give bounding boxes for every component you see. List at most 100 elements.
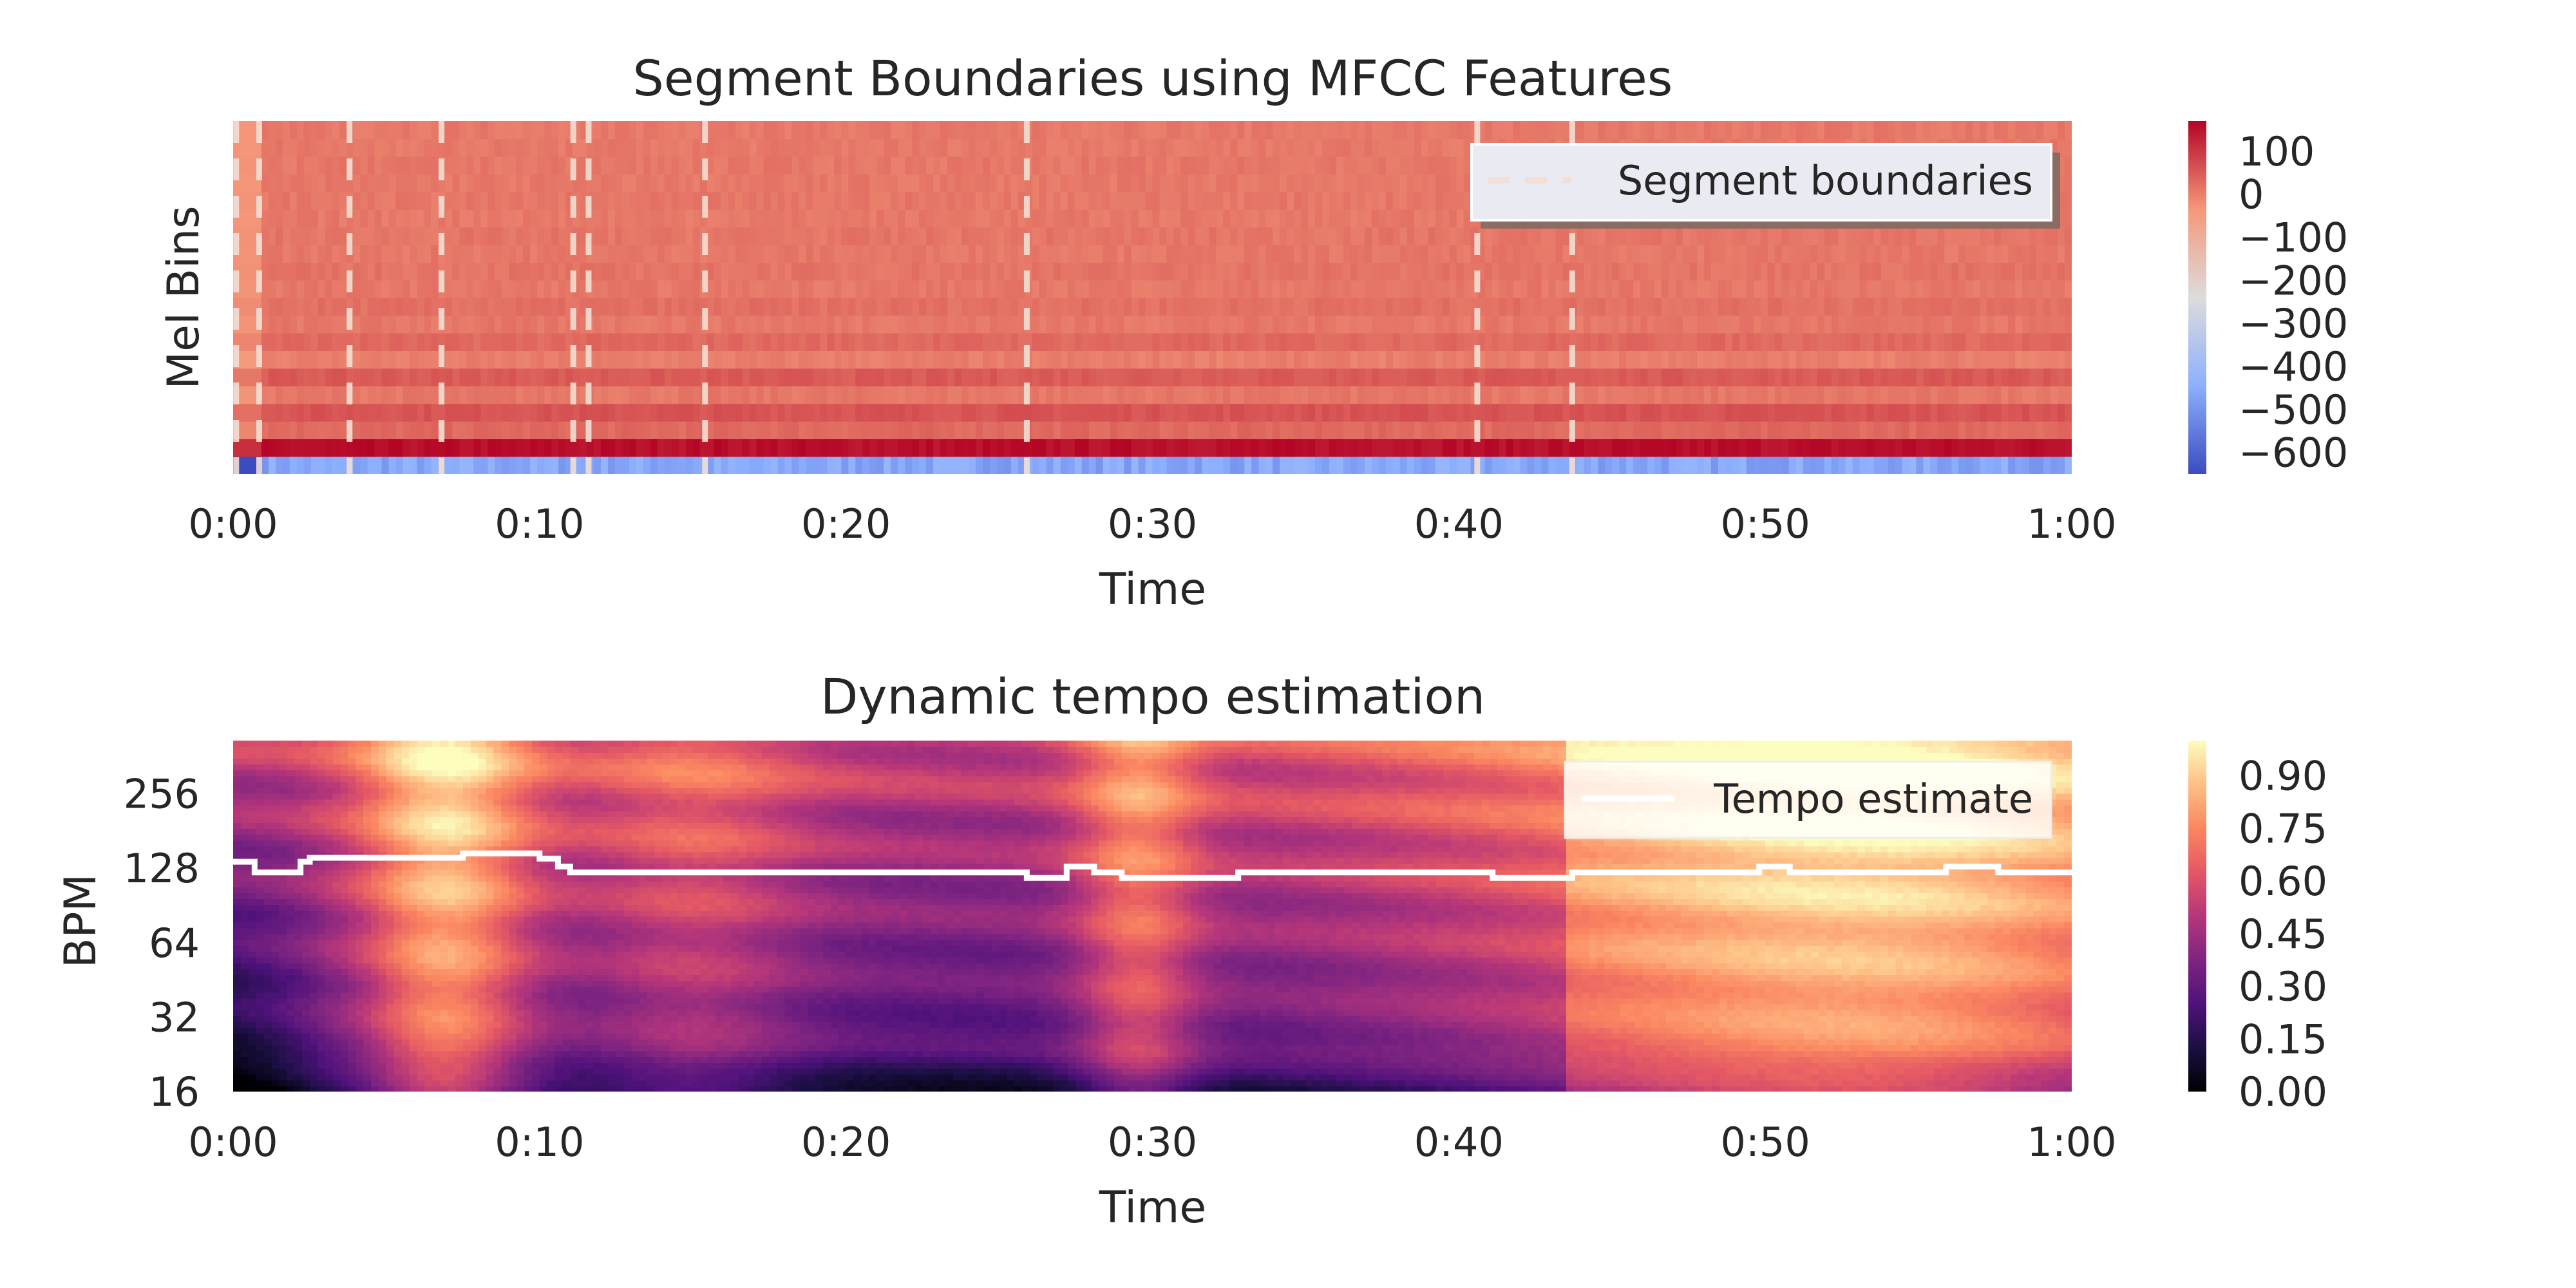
mfcc-cell [268,439,276,457]
mfcc-cell [1406,315,1415,334]
mfcc-cell [452,174,460,193]
mfcc-cell [1916,332,1924,351]
mfcc-cell [1492,386,1500,404]
mfcc-cell [827,421,835,439]
mfcc-cell [346,174,354,193]
mfcc-cell [1032,403,1040,422]
mfcc-cell [1845,279,1853,298]
mfcc-cell [1032,262,1040,281]
mfcc-cell [332,298,340,316]
mfcc-cell [1343,298,1351,316]
mfcc-cell [643,456,651,474]
mfcc-cell [1605,421,1613,439]
mfcc-cell [1817,439,1825,457]
mfcc-cell [1520,386,1528,404]
mfcc-cell [834,403,842,422]
mfcc-cell [933,279,941,298]
mfcc-cell [1152,174,1160,193]
mfcc-cell [841,315,849,334]
mfcc-cell [876,244,885,263]
mfcc-cell [1973,456,1981,474]
mfcc-cell [1315,209,1323,228]
mfcc-cell [1357,279,1365,298]
mfcc-cell [565,191,573,210]
mfcc-cell [1209,403,1217,422]
mfcc-cell [240,456,248,474]
mfcc-cell [1152,350,1160,369]
mfcc-cell [1683,279,1690,298]
mfcc-cell [614,262,623,281]
mfcc-cell [303,191,312,210]
mfcc-cell [1534,332,1542,351]
mfcc-cell [1003,456,1012,474]
mfcc-cell [1173,368,1182,386]
mfcc-cell [643,332,651,351]
mfcc-cell [1788,298,1797,316]
mfcc-cell [961,456,969,474]
mfcc-cell [855,138,864,157]
mfcc-cell [1251,439,1260,457]
mfcc-cell [1499,244,1507,263]
mfcc-cell [424,403,432,422]
mfcc-cell [1095,403,1104,422]
mfcc-cell [777,350,786,369]
mfcc-cell [410,138,418,157]
mfcc-cell [410,244,418,263]
mfcc-cell [607,156,616,175]
mfcc-cell [424,156,432,175]
mfcc-cell [1378,156,1387,175]
mfcc-cell [2001,386,2009,404]
mfcc-cell [1081,279,1090,298]
mfcc-cell [905,209,913,228]
mfcc-cell [2065,368,2072,386]
mfcc-cell [233,403,241,422]
mfcc-cell [1280,209,1287,228]
mfcc-cell [1951,421,1960,439]
mfcc-cell [629,332,637,351]
mfcc-cell [558,209,566,228]
mfcc-cell [1746,332,1754,351]
mfcc-cell [969,244,976,263]
mfcc-cell [1180,403,1189,422]
mfcc-cell [1088,262,1097,281]
mfcc-cell [1909,298,1917,316]
mfcc-cell [551,368,559,386]
mfcc-cell [1180,156,1189,175]
mfcc-cell [1866,439,1875,457]
mfcc-cell [1322,174,1330,193]
mfcc-cell [537,368,545,386]
mfcc-cell [1859,279,1868,298]
mfcc-cell [1103,191,1111,210]
mfcc-cell [1824,298,1832,316]
mfcc-cell [982,421,990,439]
mfcc-cell [1795,386,1804,404]
mfcc-cell [1746,403,1754,422]
mfcc-cell [1435,403,1443,422]
mfcc-cell [2029,368,2037,386]
mfcc-cell [1223,262,1231,281]
mfcc-cell [1633,386,1641,404]
mfcc-cell [1166,209,1175,228]
mfcc-cell [614,315,623,334]
mfcc-cell [1499,368,1507,386]
mfcc-cell [473,368,482,386]
mfcc-cell [1845,403,1853,422]
mfcc-cell [1392,386,1401,404]
mfcc-cell [1569,298,1578,316]
mfcc-cell [601,191,609,210]
mfcc-cell [1895,368,1903,386]
mfcc-cell [1385,456,1394,474]
mfcc-cell [678,174,687,193]
mfcc-cell [1930,332,1938,351]
mfcc-cell [1725,456,1733,474]
mfcc-cell [488,156,496,175]
mfcc-cell [735,368,743,386]
mfcc-cell [1350,298,1358,316]
mfcc-cell [1584,315,1592,334]
mfcc-cell [1152,262,1160,281]
mfcc-cell [869,191,878,210]
mfcc-cell [1371,244,1379,263]
mfcc-cell [1265,227,1273,245]
mfcc-cell [933,298,941,316]
mfcc-cell [1520,456,1528,474]
